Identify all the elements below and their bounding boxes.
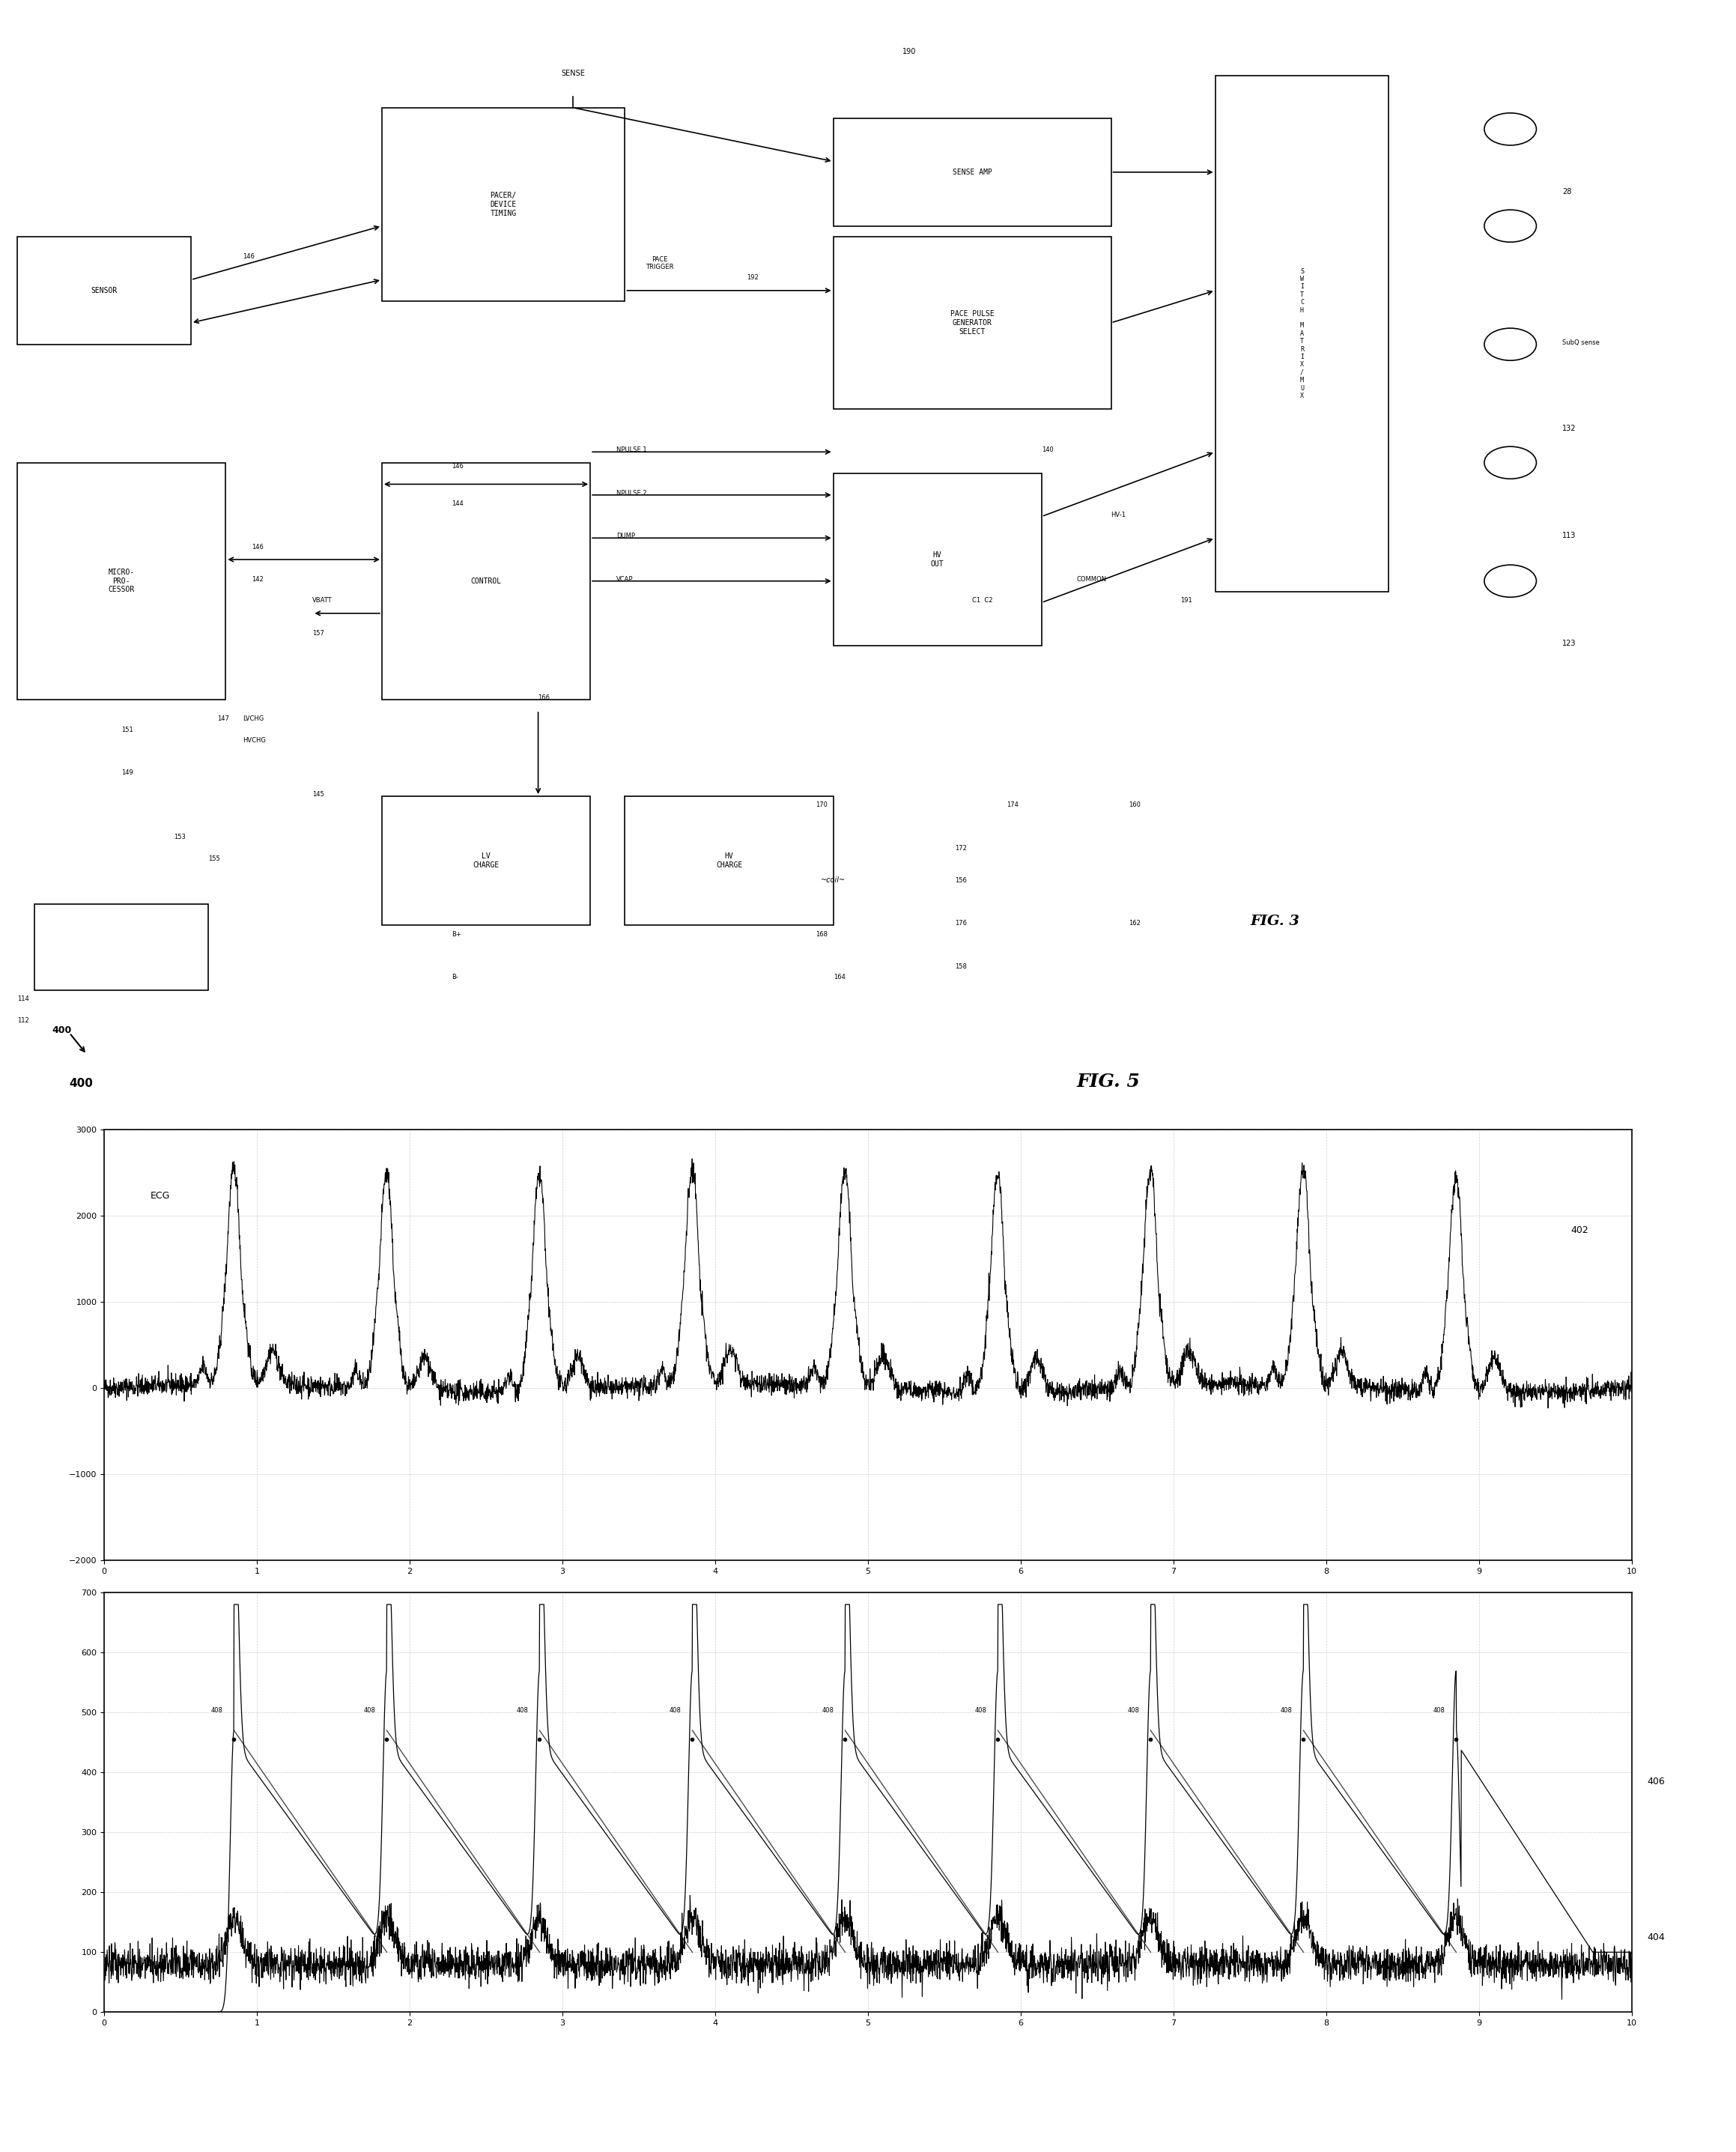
Text: 146: 146 xyxy=(451,463,464,469)
Text: PACE PULSE
GENERATOR
SELECT: PACE PULSE GENERATOR SELECT xyxy=(950,310,995,336)
FancyBboxPatch shape xyxy=(35,904,208,990)
Text: 28: 28 xyxy=(1562,187,1571,196)
Text: 408: 408 xyxy=(670,1707,681,1713)
Text: PACE
TRIGGER: PACE TRIGGER xyxy=(646,256,674,271)
Text: 402: 402 xyxy=(1571,1227,1588,1235)
Text: COMMON: COMMON xyxy=(1076,577,1106,583)
FancyBboxPatch shape xyxy=(833,118,1111,226)
Text: PACER/
DEVICE
TIMING: PACER/ DEVICE TIMING xyxy=(490,192,517,217)
FancyBboxPatch shape xyxy=(833,473,1042,646)
Text: CONTROL: CONTROL xyxy=(470,577,502,585)
Text: B-: B- xyxy=(451,975,458,981)
Text: VBATT: VBATT xyxy=(312,598,332,605)
Text: ~coil~: ~coil~ xyxy=(821,876,845,884)
Text: 113: 113 xyxy=(1562,532,1576,540)
Text: 408: 408 xyxy=(1128,1707,1139,1713)
Text: 112: 112 xyxy=(17,1018,30,1024)
Text: 400: 400 xyxy=(52,1027,71,1035)
Text: DUMP: DUMP xyxy=(616,534,635,540)
Text: 149: 149 xyxy=(122,770,134,777)
Text: 192: 192 xyxy=(746,275,759,282)
Text: HV
CHARGE: HV CHARGE xyxy=(715,852,743,869)
Text: 408: 408 xyxy=(365,1707,375,1713)
Text: 170: 170 xyxy=(816,803,828,809)
Text: 145: 145 xyxy=(312,792,325,798)
Text: HV-1: HV-1 xyxy=(1111,512,1127,519)
Text: SENSE AMP: SENSE AMP xyxy=(953,168,991,176)
Text: 168: 168 xyxy=(816,932,828,938)
Text: 166: 166 xyxy=(538,695,550,702)
Text: FIG. 3: FIG. 3 xyxy=(1250,915,1299,928)
Text: SubQ sense: SubQ sense xyxy=(1562,340,1601,346)
Text: 191: 191 xyxy=(1180,598,1193,605)
Text: 406: 406 xyxy=(1647,1778,1665,1786)
Text: SENSOR: SENSOR xyxy=(90,286,118,295)
Text: 172: 172 xyxy=(955,846,967,852)
Text: NPULSE 1: NPULSE 1 xyxy=(616,448,648,454)
Text: HVCHG: HVCHG xyxy=(243,738,266,745)
Text: 408: 408 xyxy=(212,1707,222,1713)
Text: 146: 146 xyxy=(252,544,264,551)
Text: B+: B+ xyxy=(451,932,462,938)
Text: 174: 174 xyxy=(1007,803,1019,809)
FancyBboxPatch shape xyxy=(382,796,590,925)
Text: 114: 114 xyxy=(17,996,30,1003)
Text: 164: 164 xyxy=(833,975,845,981)
Text: 404: 404 xyxy=(1647,1932,1665,1943)
Text: 123: 123 xyxy=(1562,639,1576,648)
Text: NPULSE 2: NPULSE 2 xyxy=(616,491,648,497)
FancyBboxPatch shape xyxy=(17,237,191,344)
Text: 142: 142 xyxy=(252,577,264,583)
Text: 400: 400 xyxy=(69,1078,94,1089)
Text: 408: 408 xyxy=(1281,1707,1292,1713)
Text: 140: 140 xyxy=(1042,448,1054,454)
Text: 160: 160 xyxy=(1128,803,1141,809)
Text: 153: 153 xyxy=(174,835,186,841)
Text: 158: 158 xyxy=(955,964,967,971)
FancyBboxPatch shape xyxy=(833,237,1111,409)
FancyBboxPatch shape xyxy=(382,108,625,301)
Text: 408: 408 xyxy=(1434,1707,1444,1713)
Text: SENSE: SENSE xyxy=(561,69,585,77)
Text: 408: 408 xyxy=(823,1707,833,1713)
Text: ECG: ECG xyxy=(149,1192,170,1201)
Text: 132: 132 xyxy=(1562,424,1576,433)
Text: FIG. 5: FIG. 5 xyxy=(1076,1072,1141,1091)
Text: 408: 408 xyxy=(517,1707,528,1713)
Text: VCAP: VCAP xyxy=(616,577,634,583)
Text: 155: 155 xyxy=(208,856,220,863)
FancyBboxPatch shape xyxy=(1215,75,1389,592)
FancyBboxPatch shape xyxy=(382,463,590,699)
Text: 147: 147 xyxy=(217,717,229,723)
Text: 408: 408 xyxy=(976,1707,986,1713)
Text: 176: 176 xyxy=(955,921,967,928)
Text: 162: 162 xyxy=(1128,921,1141,928)
FancyBboxPatch shape xyxy=(625,796,833,925)
Text: S
W
I
T
C
H

M
A
T
R
I
X
/
M
U
X: S W I T C H M A T R I X / M U X xyxy=(1300,267,1304,400)
Text: HV
OUT: HV OUT xyxy=(930,551,944,568)
FancyBboxPatch shape xyxy=(17,463,226,699)
Text: 156: 156 xyxy=(955,878,967,884)
Text: MICRO-
PRO-
CESSOR: MICRO- PRO- CESSOR xyxy=(108,568,135,594)
Text: LV
CHARGE: LV CHARGE xyxy=(472,852,500,869)
Text: 144: 144 xyxy=(451,501,464,508)
Text: LVCHG: LVCHG xyxy=(243,717,264,723)
Text: C1  C2: C1 C2 xyxy=(972,598,993,605)
Text: 151: 151 xyxy=(122,727,134,734)
Text: 190: 190 xyxy=(903,47,917,56)
Text: 146: 146 xyxy=(243,254,255,260)
Text: 157: 157 xyxy=(312,631,325,637)
